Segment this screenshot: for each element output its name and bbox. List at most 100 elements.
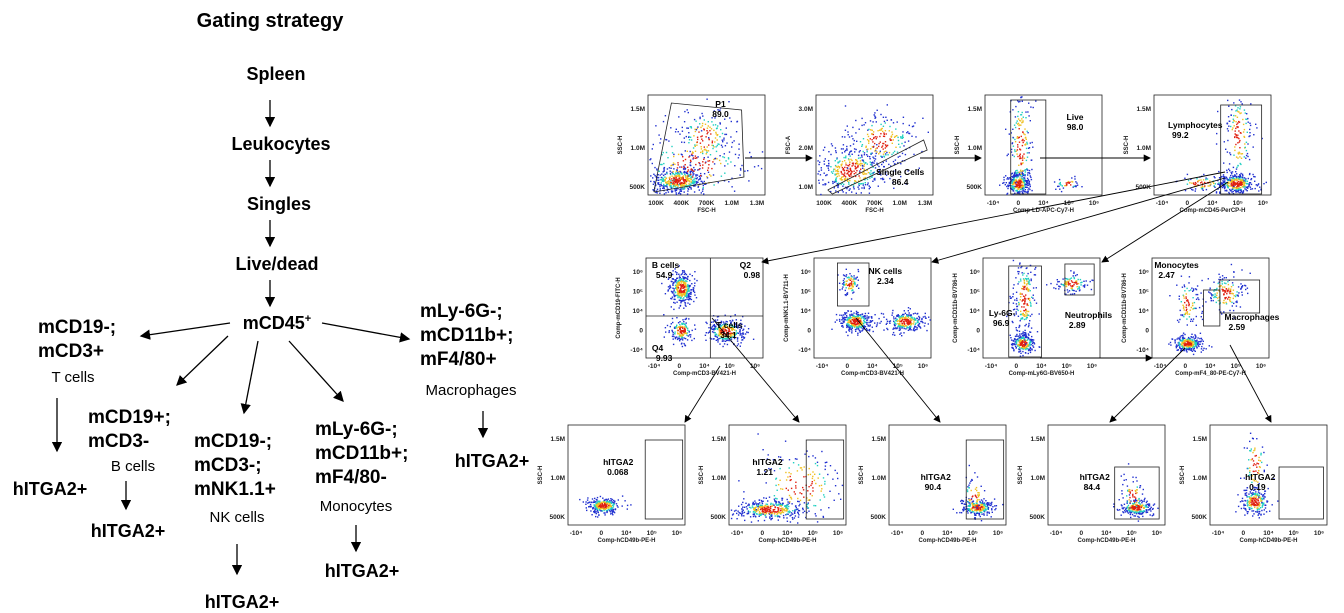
event-dot xyxy=(1195,351,1196,352)
y-tick-label: 0 xyxy=(807,328,811,335)
y-tick-label: 0 xyxy=(639,328,643,335)
event-dot xyxy=(1020,189,1021,190)
event-dot xyxy=(1253,146,1254,147)
event-dot xyxy=(1012,182,1013,183)
event-dot xyxy=(685,345,686,346)
event-dot xyxy=(679,291,680,292)
event-dot xyxy=(1215,183,1216,184)
event-dot xyxy=(693,287,694,288)
event-dot xyxy=(660,174,661,175)
event-dot xyxy=(679,293,680,294)
y-axis-title: Comp-mNK1.1-BV711-H xyxy=(784,274,790,342)
event-dot xyxy=(713,124,714,125)
event-dot xyxy=(1250,179,1251,180)
event-dot xyxy=(1017,146,1018,147)
event-dot xyxy=(684,277,685,278)
event-dot xyxy=(1243,190,1244,191)
event-dot xyxy=(1020,353,1021,354)
event-dot xyxy=(1186,340,1187,341)
event-dot xyxy=(1028,338,1029,339)
event-dot xyxy=(1221,281,1222,282)
event-dot xyxy=(1025,343,1026,344)
event-dot xyxy=(845,157,846,158)
event-dot xyxy=(851,281,852,282)
event-dot xyxy=(1246,142,1247,143)
event-dot xyxy=(680,302,681,303)
event-dot xyxy=(686,179,687,180)
event-dot xyxy=(1026,148,1027,149)
event-dot xyxy=(724,157,725,158)
event-dot xyxy=(659,184,660,185)
event-dot xyxy=(670,185,671,186)
event-dot xyxy=(1189,348,1190,349)
event-dot xyxy=(1231,184,1232,185)
event-dot xyxy=(1186,288,1187,289)
event-dot xyxy=(683,284,684,285)
event-dot xyxy=(715,124,716,125)
gate-label-value: 2.89 xyxy=(1069,320,1086,330)
event-dot xyxy=(873,331,874,332)
event-dot xyxy=(912,319,913,320)
event-dot xyxy=(1236,124,1237,125)
event-dot xyxy=(1249,132,1250,133)
event-dot xyxy=(680,330,681,331)
event-dot xyxy=(696,280,697,281)
event-dot xyxy=(1020,351,1021,352)
event-dot xyxy=(695,131,696,132)
event-dot xyxy=(822,184,823,185)
event-dot xyxy=(682,300,683,301)
x-tick-label: 1.0M xyxy=(893,200,907,207)
event-dot xyxy=(686,181,687,182)
x-tick-label: 10⁵ xyxy=(893,363,903,370)
event-dot xyxy=(1211,298,1212,299)
event-dot xyxy=(1236,173,1237,174)
event-dot xyxy=(894,322,895,323)
event-dot xyxy=(654,175,655,176)
x-tick-label: 10⁶ xyxy=(1087,363,1097,370)
x-tick-label: -10⁴ xyxy=(987,200,1000,207)
event-dot xyxy=(722,146,723,147)
event-dot xyxy=(674,333,675,334)
event-dot xyxy=(1030,342,1031,343)
event-dot xyxy=(837,183,838,184)
event-dot xyxy=(1245,147,1246,148)
event-dot xyxy=(702,140,703,141)
event-dot xyxy=(665,331,666,332)
event-dot xyxy=(1250,182,1251,183)
event-dot xyxy=(1218,171,1219,172)
event-dot xyxy=(1247,181,1248,182)
event-dot xyxy=(686,290,687,291)
event-dot xyxy=(897,326,898,327)
event-dot xyxy=(872,121,873,122)
event-dot xyxy=(708,150,709,151)
event-dot xyxy=(1184,302,1185,303)
event-dot xyxy=(1028,115,1029,116)
event-dot xyxy=(675,271,676,272)
event-dot xyxy=(861,192,862,193)
event-dot xyxy=(1066,284,1067,285)
event-dot xyxy=(1016,151,1017,152)
event-dot xyxy=(895,327,896,328)
event-dot xyxy=(672,283,673,284)
event-dot xyxy=(1030,142,1031,143)
x-tick-label: 400K xyxy=(841,200,857,207)
event-dot xyxy=(1027,317,1028,318)
event-dot xyxy=(1006,182,1007,183)
event-dot xyxy=(1255,188,1256,189)
event-dot xyxy=(672,331,673,332)
event-dot xyxy=(712,331,713,332)
event-dot xyxy=(670,165,671,166)
event-dot xyxy=(1229,177,1230,178)
event-dot xyxy=(666,185,667,186)
event-dot xyxy=(1191,288,1192,289)
event-dot xyxy=(846,325,847,326)
y-tick-label: 10⁶ xyxy=(970,269,980,276)
x-tick-label: 10⁶ xyxy=(1258,200,1268,207)
event-dot xyxy=(741,339,742,340)
event-dot xyxy=(1232,127,1233,128)
event-dot xyxy=(1222,286,1223,287)
event-dot xyxy=(1021,178,1022,179)
event-dot xyxy=(678,284,679,285)
event-dot xyxy=(671,176,672,177)
event-dot xyxy=(1028,289,1029,290)
